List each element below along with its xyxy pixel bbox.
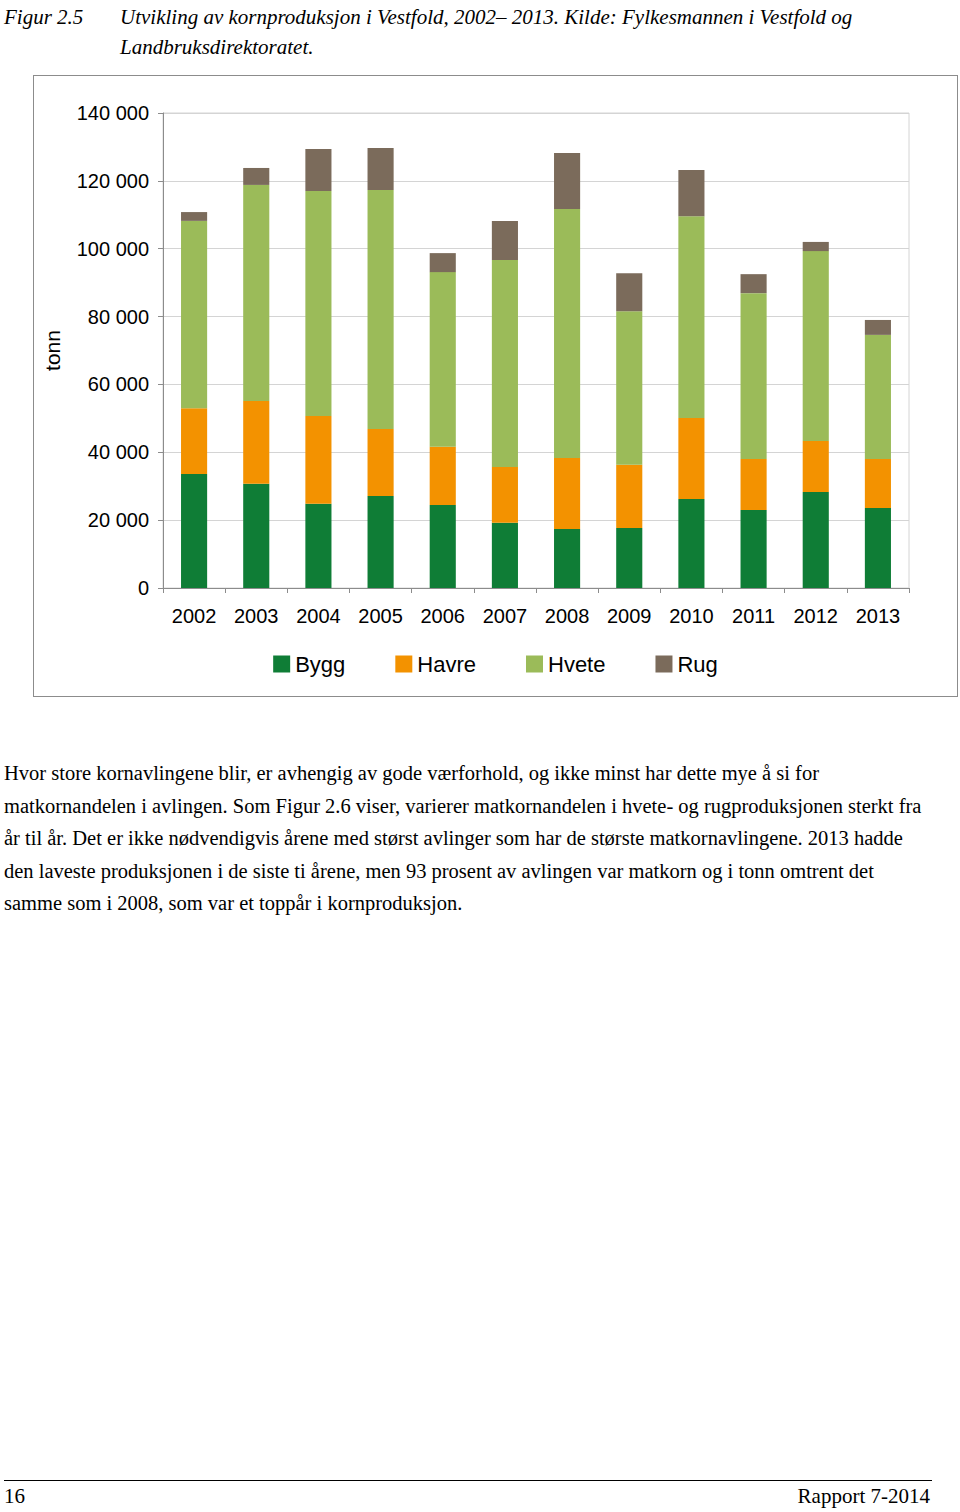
svg-text:140 000: 140 000 <box>77 102 149 124</box>
svg-text:60 000: 60 000 <box>88 373 149 395</box>
svg-text:120 000: 120 000 <box>77 170 149 192</box>
svg-text:2010: 2010 <box>669 605 714 627</box>
svg-text:Havre: Havre <box>417 652 476 677</box>
svg-text:2009: 2009 <box>607 605 652 627</box>
svg-text:Hvete: Hvete <box>548 652 605 677</box>
svg-text:tonn: tonn <box>41 330 64 371</box>
svg-text:2011: 2011 <box>732 605 775 627</box>
html-text:Figur 2.5: Figur 2.5 <box>4 5 84 29</box>
svg-text:Bygg: Bygg <box>295 652 345 677</box>
svg-text:20 000: 20 000 <box>88 509 149 531</box>
svg-text:2006: 2006 <box>421 605 466 627</box>
svg-text:80 000: 80 000 <box>88 306 149 328</box>
html-text:Rapport 7-2014: Rapport 7-2014 <box>797 1484 930 1508</box>
html-text:Utvikling av kornproduksjon i: Utvikling av kornproduksjon i Vestfold, … <box>120 5 853 59</box>
svg-text:2007: 2007 <box>483 605 528 627</box>
svg-text:2002: 2002 <box>172 605 217 627</box>
svg-text:2008: 2008 <box>545 605 590 627</box>
svg-text:100 000: 100 000 <box>77 238 149 260</box>
svg-text:Rug: Rug <box>677 652 717 677</box>
svg-text:0: 0 <box>138 577 149 599</box>
svg-text:2003: 2003 <box>234 605 279 627</box>
svg-text:2004: 2004 <box>296 605 341 627</box>
svg-text:2005: 2005 <box>358 605 403 627</box>
svg-text:2012: 2012 <box>794 605 839 627</box>
svg-text:2013: 2013 <box>856 605 901 627</box>
html-text:16: 16 <box>4 1484 25 1508</box>
html-text:Hvor store kornavlingene blir,: Hvor store kornavlingene blir, er avheng… <box>4 762 922 914</box>
svg-text:40 000: 40 000 <box>88 441 149 463</box>
